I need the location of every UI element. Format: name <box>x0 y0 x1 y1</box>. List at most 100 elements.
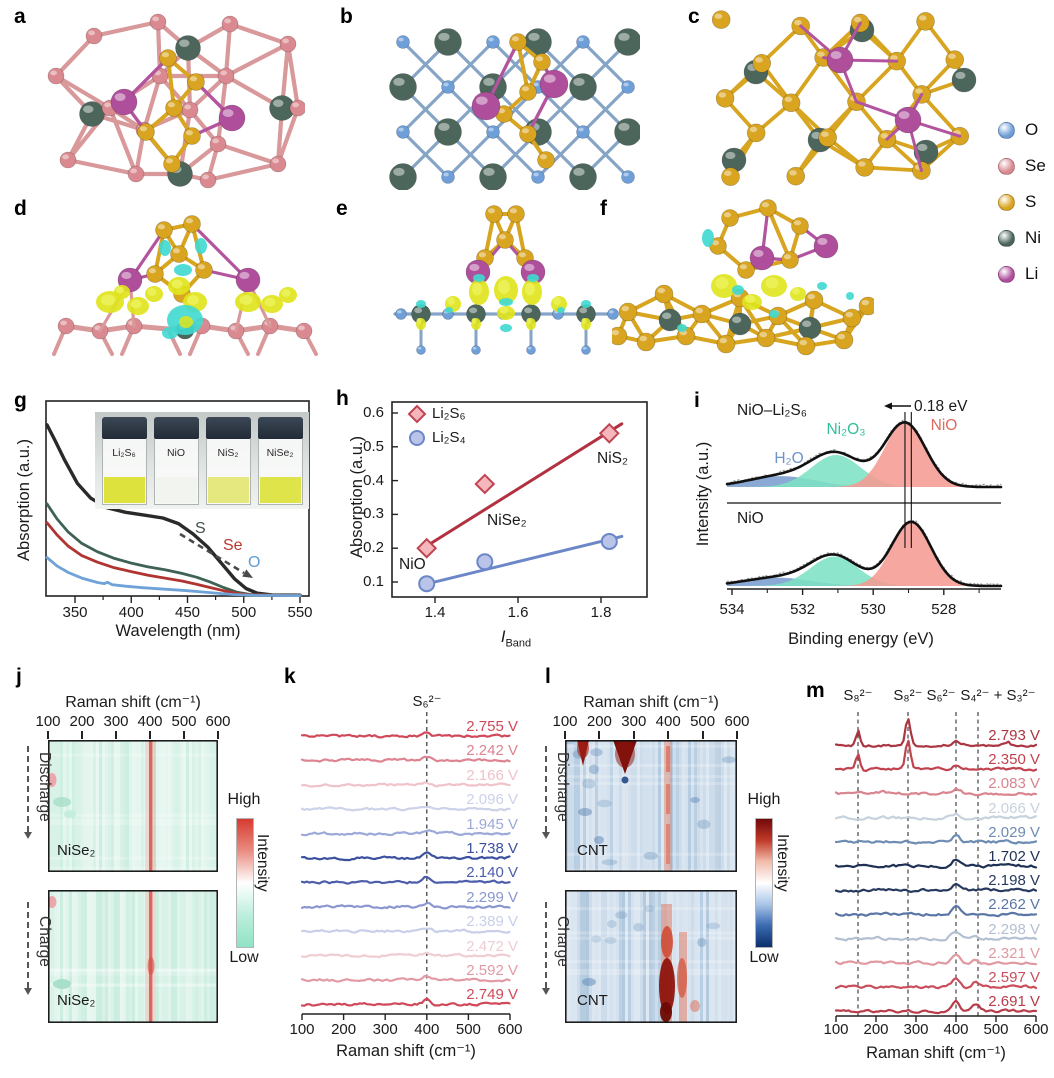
panel-label-l: l <box>545 665 551 688</box>
legend-item-se: Se <box>998 156 1046 176</box>
k-voltage-label: 2.389 V <box>466 913 518 931</box>
l-tick <box>736 731 738 739</box>
i-spectrum-name-bottom: NiO <box>737 510 764 527</box>
vial-cap <box>205 417 251 439</box>
vial-cap <box>101 417 147 439</box>
m-voltage-label: 2.083 V <box>988 775 1040 793</box>
l-tick-label: 600 <box>724 713 750 730</box>
atom-dot-s <box>998 193 1015 211</box>
xps-o1s-spectra <box>725 402 1003 595</box>
m-voltage-label: 2.029 V <box>988 823 1040 841</box>
charge-density-nis2-side <box>612 199 874 356</box>
k-voltage-label: 2.140 V <box>466 864 518 882</box>
j-tick <box>149 731 151 739</box>
j-colorbar-low: Low <box>229 949 259 966</box>
panel-label-g: g <box>14 389 27 412</box>
structure-li2s6-on-nise2-top <box>47 13 305 189</box>
l-tick <box>632 731 635 739</box>
l-charge-arrow <box>545 902 547 988</box>
h-x-axis-symbol: I <box>500 628 506 646</box>
j-tick <box>183 731 185 739</box>
h-ytick-label: 0.3 <box>363 505 384 523</box>
g-y-axis-label: Absorption (a.u.) <box>14 439 33 561</box>
g-tick-label: 400 <box>118 604 144 621</box>
vial-body: NiS₂ <box>205 439 251 505</box>
i-shift-annotation: 0.18 eV <box>914 398 968 415</box>
panel-label-f: f <box>600 197 607 220</box>
vial-liquid <box>155 477 197 503</box>
l-sample-label-charge: CNT <box>577 992 608 1009</box>
vial-photo-inset: Li₂S₆ NiO NiS₂ NiSe₂ <box>95 412 309 509</box>
g-tick-label: 450 <box>174 604 201 621</box>
panel-label-k: k <box>284 665 296 688</box>
m-voltage-label: 2.793 V <box>988 727 1040 744</box>
h-point-label-nise2: NiSe₂ <box>487 512 527 529</box>
h-xtick-label: 1.4 <box>424 604 446 621</box>
j-discharge-arrowhead <box>23 832 32 839</box>
h-xtick-label: 1.6 <box>507 604 529 621</box>
i-peak-label-nio: NiO <box>930 417 958 434</box>
h-legend-li2s4: Li₂S₄ <box>432 429 466 446</box>
legend-item-ni: Ni <box>998 228 1046 248</box>
i-spectrum-name-top: NiO–Li₂S₆ <box>737 402 807 419</box>
l-charge-arrowhead <box>541 988 550 995</box>
j-tick-label: 500 <box>171 713 197 730</box>
l-tick-label: 300 <box>621 713 647 730</box>
vial-NiSe₂: NiSe₂ <box>257 417 303 505</box>
j-charge-arrowhead <box>23 988 32 995</box>
h-ytick-label: 0.1 <box>363 573 384 590</box>
atom-dot-se <box>998 157 1015 175</box>
atom-dot-o <box>998 121 1015 139</box>
atom-legend: O Se S Ni Li <box>998 120 1046 300</box>
k-voltage-label: 2.299 V <box>466 888 518 906</box>
j-sample-label-charge: NiSe₂ <box>57 992 96 1009</box>
k-voltage-label: 2.749 V <box>466 986 518 1004</box>
redshift-trend-arrow <box>179 532 253 578</box>
h-x-axis-label: IBand <box>501 628 531 649</box>
l-phase-charge: Charge <box>554 916 572 967</box>
j-tick-label: 400 <box>137 713 163 730</box>
legend-item-o: O <box>998 120 1046 140</box>
m-voltage-label: 2.597 V <box>988 969 1040 986</box>
l-colorbar-high: High <box>747 791 781 808</box>
l-phase-discharge: Discharge <box>554 752 572 822</box>
vial-NiO: NiO <box>153 417 199 505</box>
raman-heatmap-nise2-charge <box>48 890 218 1023</box>
i-peak-label-h2o: H₂O <box>774 450 804 467</box>
m-tick-label: 100 <box>823 1021 849 1038</box>
vial-cap <box>257 417 303 439</box>
atom-label: Se <box>1025 156 1046 175</box>
g-trend-label-se: Se <box>223 537 243 554</box>
g-trend-label-s: S <box>195 520 206 537</box>
m-tick-label: 600 <box>1023 1021 1049 1038</box>
j-sample-label-discharge: NiSe₂ <box>57 842 96 859</box>
panel-label-h: h <box>336 387 349 410</box>
m-tick-label: 500 <box>983 1021 1009 1038</box>
g-x-axis-label: Wavelength (nm) <box>115 622 241 640</box>
l-colorbar-label: Intensity <box>774 834 792 892</box>
m-peak-label: S₈²⁻ <box>843 687 873 704</box>
l-discharge-arrowhead <box>541 832 550 839</box>
l-sample-label-discharge: CNT <box>577 842 608 859</box>
l-tick-label: 500 <box>690 713 716 730</box>
m-voltage-label: 2.066 V <box>988 799 1040 817</box>
vial-body: Li₂S₆ <box>101 439 147 505</box>
absorption-vs-iband-plot <box>391 401 648 603</box>
j-tick-label: 300 <box>103 713 129 730</box>
operando-raman-stack-cnt <box>834 712 1038 1022</box>
h-x-axis-subscript: Band <box>505 637 532 650</box>
l-colorbar-low: Low <box>749 949 779 966</box>
g-tick-label: 500 <box>231 604 257 621</box>
h-ytick-label: 0.5 <box>363 437 384 455</box>
k-tick-label: 500 <box>455 1021 481 1038</box>
vial-cap <box>153 417 199 439</box>
j-tick <box>47 731 49 739</box>
vial-body: NiSe₂ <box>257 439 303 505</box>
charge-density-nise2-side <box>52 215 318 356</box>
structure-li2s6-on-nio-top <box>389 28 640 190</box>
panel-label-a: a <box>14 5 26 28</box>
k-tick-label: 400 <box>414 1021 440 1038</box>
m-peak-label: S₄²⁻ + S₃²⁻ <box>960 687 1036 704</box>
raman-heatmap-nise2-discharge <box>48 740 218 872</box>
